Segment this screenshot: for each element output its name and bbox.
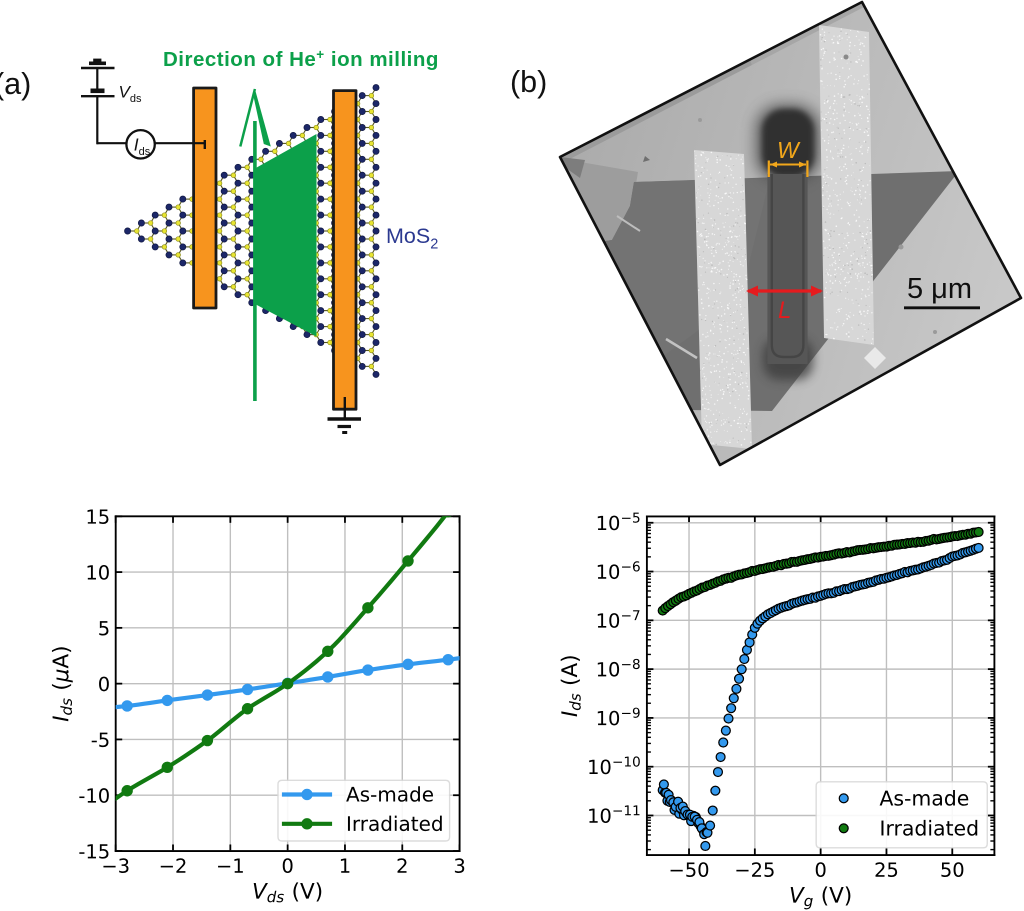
svg-text:(b): (b) [510, 65, 547, 99]
svg-text:L: L [778, 297, 791, 324]
svg-text:Vds: Vds [119, 83, 142, 106]
svg-text:W: W [777, 137, 801, 163]
svg-text:Direction of He+ ion milling: Direction of He+ ion milling [163, 47, 439, 71]
svg-text:(a): (a) [0, 67, 31, 101]
svg-text:MoS2: MoS2 [386, 224, 438, 253]
svg-text:5 μm: 5 μm [907, 273, 972, 305]
